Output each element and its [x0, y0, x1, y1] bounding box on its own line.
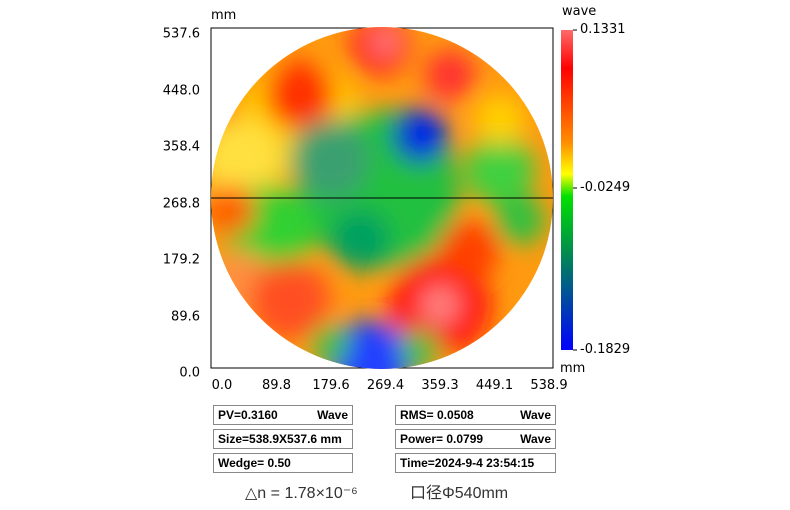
time-value: Time=2024-9-4 23:54:15 — [400, 456, 535, 470]
aperture-caption: 口径Φ540mm — [410, 485, 509, 502]
surface-region — [371, 28, 399, 56]
surface-region — [425, 50, 475, 100]
y-tick-label: 179.2 — [162, 252, 200, 268]
refractive-index-caption: △n = 1.78×10⁻⁶ — [245, 485, 358, 502]
x-tick-label: 269.4 — [366, 378, 405, 393]
wedge-field: Wedge= 0.50 — [213, 453, 353, 473]
colorbar — [561, 30, 573, 350]
x-tick-label: 538.9 — [530, 378, 568, 393]
surface-region — [290, 120, 370, 200]
size-value: Size=538.9X537.6 mm — [218, 432, 342, 446]
y-tick-label: 89.6 — [171, 309, 200, 324]
y-tick-label: 537.6 — [162, 26, 200, 42]
surface-region — [250, 260, 330, 340]
y-tick-label: 268.8 — [162, 196, 200, 211]
x-tick-label: 179.6 — [312, 378, 350, 393]
y-axis-unit: mm — [211, 8, 237, 23]
rms-field: RMS= 0.0508 Wave — [395, 405, 556, 425]
size-field: Size=538.9X537.6 mm — [213, 429, 353, 449]
surface-region — [420, 285, 460, 325]
x-tick-label: 359.3 — [421, 378, 459, 393]
colorbar-min: -0.1829 — [580, 342, 631, 357]
surface-region — [310, 325, 350, 365]
colorbar-unit: wave — [562, 4, 597, 19]
x-tick-label: 89.8 — [262, 378, 291, 393]
surface-region — [265, 60, 335, 130]
surface-region — [330, 210, 390, 270]
colorbar-mid: -0.0249 — [580, 180, 631, 195]
colorbar-max: 0.1331 — [580, 22, 626, 37]
y-tick-label: 0.0 — [179, 365, 200, 381]
surface-map — [210, 27, 577, 369]
rms-unit: Wave — [520, 408, 551, 422]
pv-field: PV=0.3160 Wave — [213, 405, 353, 425]
x-tick-label: 0.0 — [211, 378, 233, 393]
y-tick-label: 448.0 — [162, 83, 200, 98]
power-unit: Wave — [520, 432, 551, 446]
pv-value: PV=0.3160 — [218, 408, 278, 422]
wedge-value: Wedge= 0.50 — [218, 456, 291, 470]
x-axis-unit: mm — [560, 361, 586, 376]
x-tick-label: 449.1 — [475, 378, 514, 393]
power-value: Power= 0.0799 — [400, 432, 484, 446]
surface-region — [411, 121, 439, 149]
time-field: Time=2024-9-4 23:54:15 — [395, 453, 556, 473]
surface-region — [400, 330, 440, 369]
surface-region — [440, 220, 500, 280]
pv-unit: Wave — [317, 408, 348, 422]
surface-region — [465, 135, 535, 205]
surface-region — [495, 195, 545, 245]
surface-region — [330, 320, 410, 369]
surface-region — [475, 95, 525, 145]
rms-value: RMS= 0.0508 — [400, 408, 474, 422]
y-tick-label: 358.4 — [162, 139, 200, 155]
power-field: Power= 0.0799 Wave — [395, 429, 556, 449]
